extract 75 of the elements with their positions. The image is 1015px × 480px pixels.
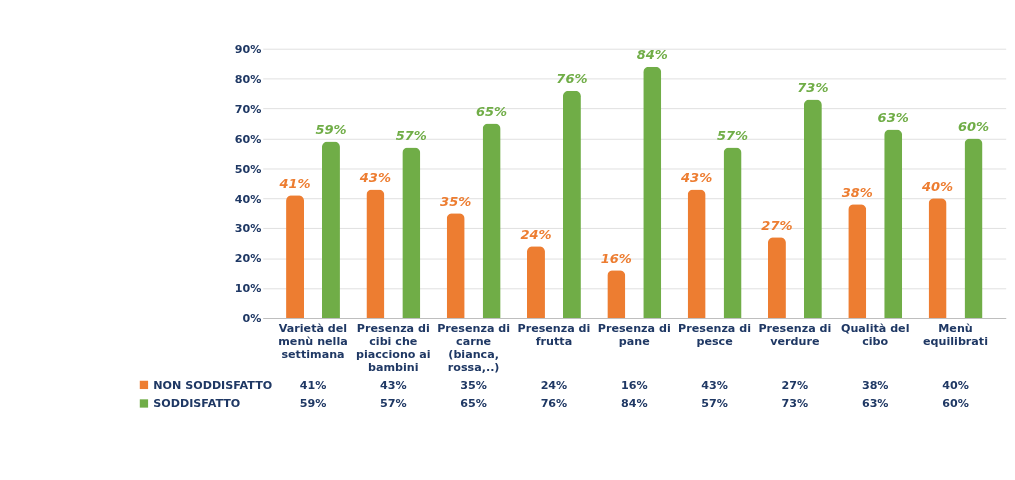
text: 16% bbox=[600, 250, 632, 266]
data-label: 84% bbox=[620, 397, 648, 411]
bar bbox=[482, 123, 501, 319]
x-tick-label: Presenza di pane bbox=[597, 322, 671, 349]
y-tick-label: 20% bbox=[234, 252, 262, 266]
x-tick-label: Presenza di cibi che piacciono ai bambini bbox=[355, 322, 431, 375]
data-label: 40% bbox=[942, 378, 969, 392]
data-label: 16% bbox=[620, 378, 648, 392]
y-tick-label: 70% bbox=[234, 102, 262, 116]
text: 38% bbox=[841, 184, 873, 200]
bar bbox=[527, 246, 545, 319]
y-tick-label: 60% bbox=[234, 132, 262, 146]
text: 57% bbox=[395, 128, 427, 144]
bar bbox=[848, 204, 867, 319]
data-label: 24% bbox=[540, 378, 568, 392]
legend-label: NON SODDISFATTO bbox=[153, 378, 273, 392]
y-tick-label: 40% bbox=[234, 192, 262, 206]
bar bbox=[723, 147, 742, 319]
data-label: 65% bbox=[460, 397, 487, 411]
text: 27% bbox=[761, 217, 793, 233]
text: 73% bbox=[797, 80, 829, 96]
bar bbox=[964, 138, 983, 319]
text: 43% bbox=[681, 169, 713, 185]
data-label: 73% bbox=[781, 397, 809, 411]
y-tick-label: 50% bbox=[234, 162, 262, 176]
text: 84% bbox=[636, 47, 668, 63]
text: 59% bbox=[315, 122, 347, 138]
x-tick-label: Menù equilibrati bbox=[923, 322, 988, 349]
x-tick-label: Presenza di frutta bbox=[517, 322, 591, 349]
data-label: 43% bbox=[379, 378, 407, 392]
text: 35% bbox=[440, 193, 472, 209]
bar bbox=[286, 195, 305, 319]
bar bbox=[767, 237, 786, 319]
bar bbox=[366, 189, 385, 319]
legend-label: SODDISFATTO bbox=[153, 397, 241, 411]
x-tick-label: Varietà del menù nella settimana bbox=[278, 322, 348, 362]
data-label: 63% bbox=[861, 397, 889, 411]
bar bbox=[402, 147, 421, 319]
bar bbox=[687, 189, 706, 319]
y-tick-label: 10% bbox=[234, 282, 262, 296]
bar bbox=[928, 198, 947, 319]
data-label: 57% bbox=[379, 397, 407, 411]
text: 60% bbox=[957, 119, 990, 135]
text: 63% bbox=[877, 110, 909, 126]
y-tick-label: 90% bbox=[234, 42, 262, 56]
bar bbox=[643, 66, 662, 319]
bar bbox=[803, 99, 822, 319]
bar bbox=[562, 90, 581, 319]
data-label: 27% bbox=[781, 378, 809, 392]
text: 43% bbox=[359, 169, 391, 185]
data-label: 38% bbox=[861, 378, 889, 392]
data-label: 41% bbox=[299, 378, 327, 392]
data-label: 59% bbox=[299, 397, 327, 411]
x-tick-label: Qualità del cibo bbox=[840, 322, 910, 349]
bar bbox=[321, 141, 340, 319]
x-tick-label: Presenza di carne (bianca, rossa,..) bbox=[437, 322, 511, 375]
x-tick-label: Presenza di verdure bbox=[758, 322, 832, 349]
text: 24% bbox=[520, 226, 552, 242]
data-label: 76% bbox=[540, 397, 568, 411]
bar bbox=[607, 270, 626, 319]
bar bbox=[884, 129, 903, 319]
y-tick-label: 0% bbox=[242, 312, 262, 326]
data-label: 60% bbox=[942, 397, 969, 411]
text: 41% bbox=[279, 175, 311, 191]
data-label: 35% bbox=[460, 378, 487, 392]
text: 57% bbox=[716, 128, 749, 144]
data-label: 43% bbox=[701, 378, 728, 392]
x-tick-label: Presenza di pesce bbox=[678, 322, 752, 349]
bar bbox=[446, 213, 465, 319]
text: 65% bbox=[476, 104, 508, 120]
text: 76% bbox=[556, 71, 588, 87]
text: 40% bbox=[921, 178, 954, 194]
y-tick-label: 30% bbox=[234, 222, 262, 236]
y-tick-label: 80% bbox=[234, 72, 262, 86]
data-label: 57% bbox=[701, 397, 728, 411]
